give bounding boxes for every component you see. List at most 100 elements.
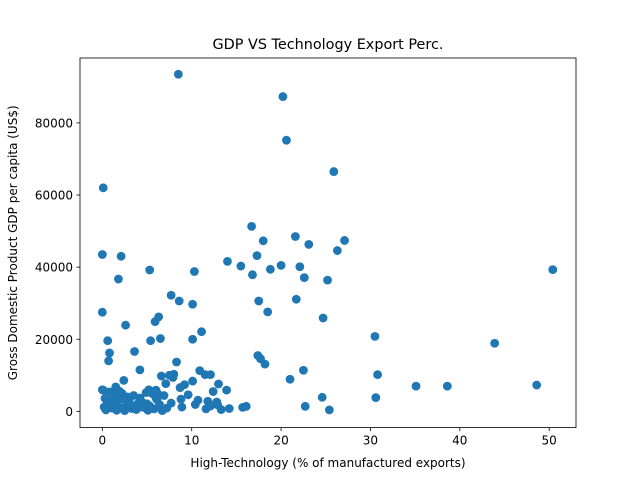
data-point [161, 379, 171, 389]
data-point [222, 385, 231, 395]
data-point [189, 267, 199, 276]
data-point [340, 236, 349, 245]
data-point [188, 376, 198, 386]
data-point [176, 394, 186, 404]
data-points [97, 69, 558, 416]
data-point [252, 251, 262, 260]
data-point [236, 261, 246, 271]
y-axis-label: Gross Domestic Product GDP per capita (U… [6, 105, 20, 380]
data-point [119, 375, 129, 385]
data-point [114, 274, 123, 284]
data-point [188, 299, 198, 309]
chart-title: GDP VS Technology Export Perc. [212, 37, 443, 53]
data-point [224, 404, 234, 413]
data-point [157, 406, 167, 416]
data-point [125, 401, 135, 410]
data-point [177, 402, 187, 412]
data-point [97, 385, 107, 395]
plot-area-frame [79, 57, 577, 429]
x-tick-label: 10 [184, 434, 199, 448]
data-point [247, 221, 256, 231]
data-point [324, 405, 334, 415]
data-point [156, 371, 166, 381]
y-tick-label: 80000 [35, 116, 73, 130]
data-point [102, 400, 112, 409]
data-point [145, 401, 155, 411]
data-point [103, 336, 113, 346]
data-point [260, 359, 270, 369]
data-point [282, 135, 291, 145]
data-point [208, 387, 218, 396]
data-point [130, 347, 139, 356]
data-point [197, 327, 206, 337]
data-point [299, 273, 309, 282]
data-point [304, 240, 314, 249]
data-point [373, 370, 382, 379]
data-point [105, 348, 114, 358]
y-tick-label: 0 [65, 405, 73, 419]
data-point [172, 357, 181, 367]
data-point [548, 265, 558, 275]
data-point [214, 379, 223, 389]
data-point [180, 380, 189, 390]
data-point [263, 307, 273, 317]
data-point [188, 334, 198, 344]
x-axis-ticks: 0 10 20 30 40 50 [99, 427, 557, 448]
data-point [121, 320, 130, 330]
data-point [174, 296, 184, 306]
data-point [241, 401, 251, 411]
data-point [532, 380, 542, 390]
data-point [206, 370, 215, 379]
data-point [265, 264, 275, 274]
data-point [329, 167, 339, 176]
y-axis-ticks: 0 20000 40000 60000 80000 [35, 116, 80, 419]
data-point [411, 381, 421, 391]
data-point [166, 290, 176, 300]
data-point [146, 336, 156, 346]
data-point [332, 246, 342, 255]
data-point [168, 373, 178, 382]
data-point [323, 275, 332, 285]
data-point [258, 236, 268, 246]
data-point [213, 400, 223, 410]
data-point [183, 390, 193, 400]
data-point [118, 404, 128, 414]
data-point [370, 331, 380, 341]
data-point [317, 392, 327, 402]
data-point [173, 69, 183, 79]
data-point [295, 262, 305, 272]
data-point [145, 265, 155, 275]
data-point [299, 365, 308, 375]
data-point [290, 232, 300, 241]
data-point [490, 338, 500, 348]
y-tick-label: 60000 [35, 189, 73, 203]
x-tick-label: 30 [363, 434, 378, 448]
data-point [291, 294, 301, 304]
data-point [104, 356, 113, 366]
data-point [116, 251, 126, 261]
data-point [285, 374, 295, 384]
x-tick-label: 50 [542, 434, 557, 448]
data-point [223, 256, 232, 266]
data-point [133, 402, 143, 412]
x-tick-label: 40 [452, 434, 467, 448]
data-point [193, 395, 203, 405]
y-tick-label: 40000 [35, 261, 73, 275]
data-point [156, 334, 165, 343]
data-point [318, 313, 328, 323]
y-tick-label: 20000 [35, 333, 73, 347]
x-axis-label: High-Technology (% of manufactured expor… [190, 456, 465, 470]
x-tick-label: 0 [99, 434, 107, 448]
data-point [278, 92, 288, 101]
data-point [151, 393, 161, 403]
data-point [97, 250, 107, 259]
data-point [122, 392, 132, 402]
data-point [371, 393, 381, 403]
data-point [98, 183, 108, 193]
data-point [248, 270, 257, 280]
x-tick-label: 20 [273, 434, 288, 448]
data-point [442, 381, 452, 391]
data-point [108, 389, 118, 399]
